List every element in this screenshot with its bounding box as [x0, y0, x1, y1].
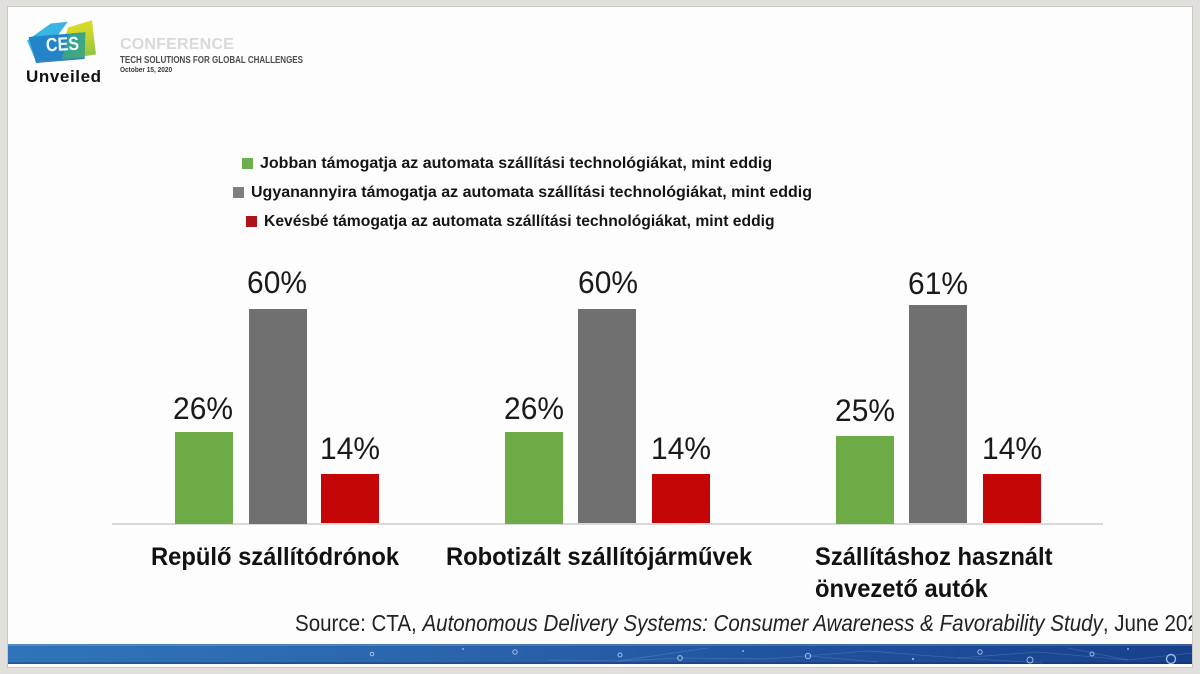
svg-text:CES: CES: [45, 34, 79, 57]
